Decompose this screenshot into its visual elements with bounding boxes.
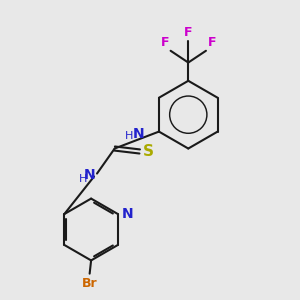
Text: N: N [122, 207, 133, 221]
Text: S: S [143, 144, 154, 159]
Text: H: H [125, 130, 134, 141]
Text: F: F [207, 36, 216, 49]
Text: Br: Br [82, 277, 98, 290]
Text: N: N [133, 127, 144, 141]
Text: N: N [84, 168, 95, 182]
Text: F: F [184, 26, 193, 39]
Text: F: F [160, 36, 169, 49]
Text: H: H [79, 174, 87, 184]
